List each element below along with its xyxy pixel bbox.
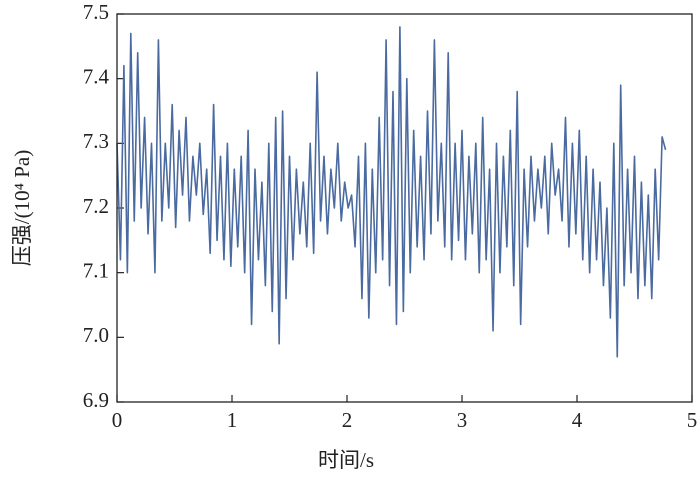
y-tick-label: 7.5 [83,0,109,24]
y-tick-label: 7.2 [83,194,109,218]
y-tick-label: 7.1 [83,258,109,282]
x-tick-label: 4 [572,408,583,432]
x-tick-label: 1 [227,408,238,432]
y-tick-label: 7.3 [83,129,109,153]
x-tick-label: 2 [342,408,353,432]
plot-frame [116,13,693,403]
y-axis-label: 压强/(10⁴ Pa) [10,150,34,266]
x-tick-label: 3 [457,408,468,432]
y-tick-label: 7.0 [83,323,109,347]
y-tick-label: 6.9 [83,388,109,412]
data-line [116,26,667,358]
x-axis-label: 时间/s [318,448,374,472]
x-tick-label: 5 [687,408,698,432]
y-tick-label: 7.4 [83,64,110,88]
x-tick-label: 0 [112,408,123,432]
